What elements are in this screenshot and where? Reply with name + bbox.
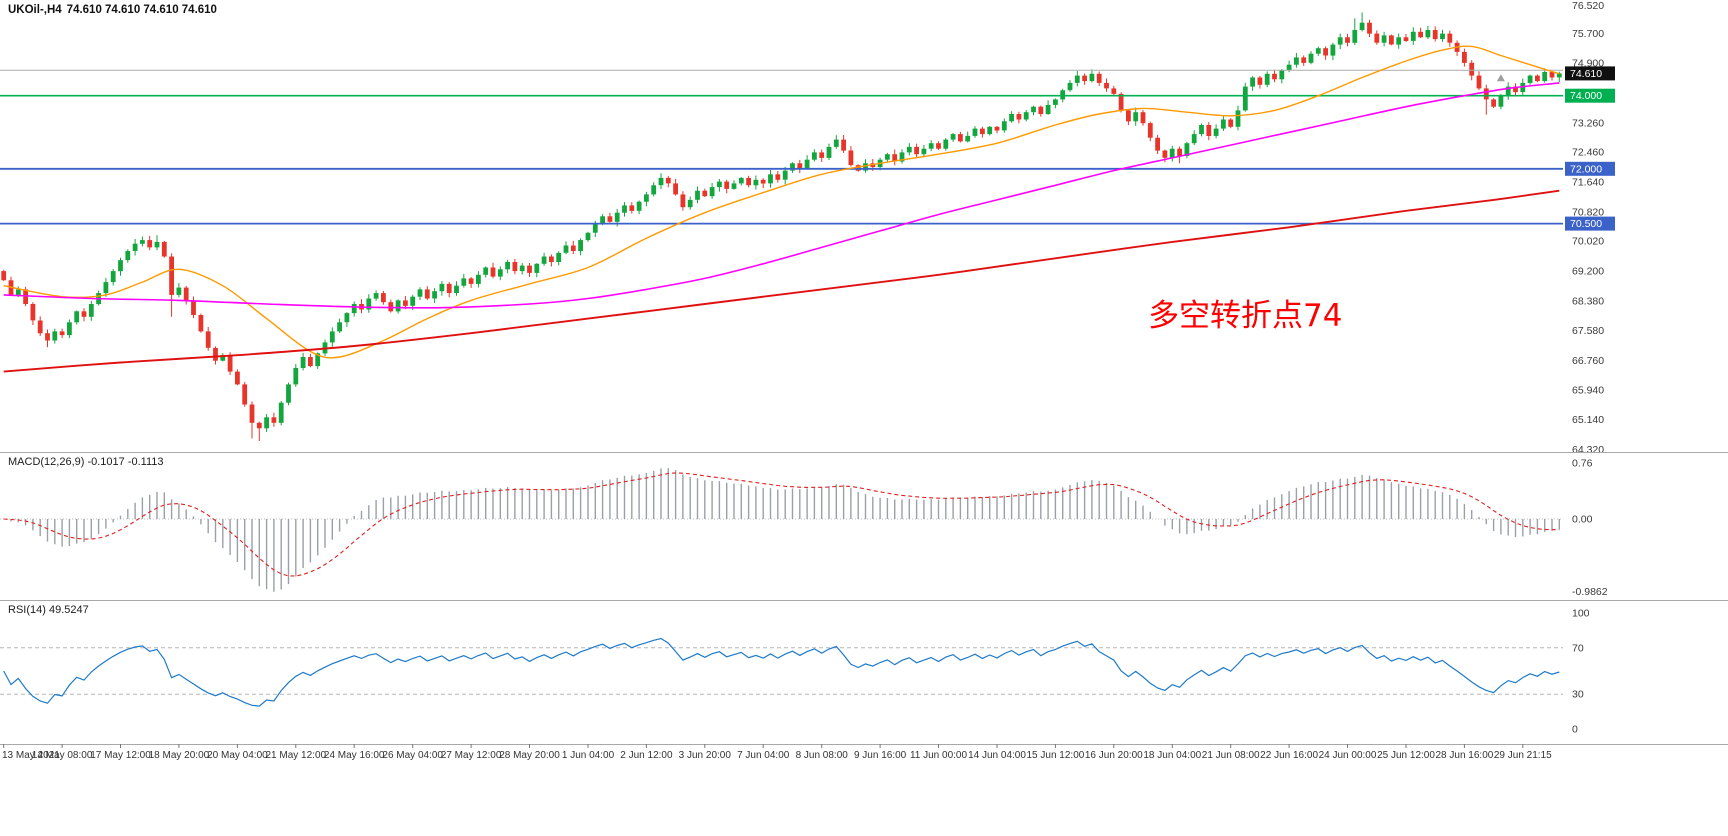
chart-annotation-text: 多空转折点74 bbox=[1148, 298, 1342, 334]
rsi-plot-area[interactable] bbox=[0, 600, 1563, 744]
symbol-period-label: UKOil-,H4 bbox=[8, 4, 62, 16]
ma-mid-line bbox=[3, 82, 1560, 309]
svg-text:70.500: 70.500 bbox=[1570, 218, 1602, 230]
time-axis-label: 22 Jun 16:00 bbox=[1260, 750, 1318, 761]
ohlc-readout: 74.610 74.610 74.610 74.610 bbox=[66, 4, 217, 16]
arrow-up-marker bbox=[1496, 74, 1505, 82]
macd-plot-area[interactable] bbox=[0, 452, 1563, 600]
price-chart-plot-area[interactable] bbox=[0, 0, 1563, 452]
time-axis-label: 16 Jun 20:00 bbox=[1085, 750, 1143, 761]
time-axis-label: 28 Jun 16:00 bbox=[1435, 750, 1493, 761]
price-axis-label: 68.380 bbox=[1572, 296, 1604, 308]
time-axis-label: 14 May 08:00 bbox=[32, 750, 93, 761]
macd-histogram bbox=[10, 468, 1561, 592]
time-axis-label: 18 May 20:00 bbox=[149, 750, 210, 761]
rsi-axis-label: 30 bbox=[1572, 689, 1584, 701]
price-axis-label: 66.760 bbox=[1572, 355, 1604, 367]
price-axis-label: 76.520 bbox=[1572, 0, 1604, 12]
price-axis-label: 65.940 bbox=[1572, 385, 1604, 397]
macd-signal-line bbox=[3, 472, 1560, 577]
time-axis-label: 9 Jun 16:00 bbox=[854, 750, 907, 761]
macd-axis-label: -0.9862 bbox=[1572, 586, 1608, 598]
horizontal-lines bbox=[0, 69, 1563, 225]
time-axis-label: 2 Jun 12:00 bbox=[620, 750, 673, 761]
chart-title: UKOil-,H4 74.610 74.610 74.610 74.610 bbox=[8, 4, 222, 16]
time-axis-label: 15 Jun 12:00 bbox=[1026, 750, 1084, 761]
time-axis-label: 17 May 12:00 bbox=[90, 750, 151, 761]
time-axis-label: 25 Jun 12:00 bbox=[1377, 750, 1435, 761]
time-axis-label: 21 Jun 08:00 bbox=[1202, 750, 1260, 761]
price-level-badge: 74.000 bbox=[1565, 88, 1615, 103]
time-axis-label: 21 May 12:00 bbox=[265, 750, 326, 761]
price-axis-label: 70.020 bbox=[1572, 236, 1604, 248]
price-level-badge: 72.000 bbox=[1565, 161, 1615, 176]
macd-indicator-label: MACD(12,26,9) -0.1017 -0.1113 bbox=[8, 456, 164, 468]
candlestick-series bbox=[1, 12, 1562, 441]
time-axis-label: 1 Jun 04:00 bbox=[562, 750, 615, 761]
time-axis-label: 18 Jun 04:00 bbox=[1143, 750, 1201, 761]
price-axis-label: 65.140 bbox=[1572, 414, 1604, 426]
price-level-badge: 70.500 bbox=[1565, 216, 1615, 231]
price-axis-label: 74.900 bbox=[1572, 57, 1604, 69]
ma-slow-line bbox=[3, 189, 1560, 373]
time-axis-label: 26 May 04:00 bbox=[382, 750, 443, 761]
time-axis-label: 14 Jun 04:00 bbox=[968, 750, 1026, 761]
rsi-axis-label: 0 bbox=[1572, 724, 1578, 736]
time-axis-label: 20 May 04:00 bbox=[207, 750, 268, 761]
rsi-axis-label: 70 bbox=[1572, 642, 1584, 654]
price-axis-label: 72.460 bbox=[1572, 147, 1604, 159]
macd-axis-label: 0.76 bbox=[1572, 458, 1593, 470]
time-axis-label: 28 May 20:00 bbox=[499, 750, 560, 761]
time-axis-label: 7 Jun 04:00 bbox=[737, 750, 790, 761]
rsi-indicator-label: RSI(14) 49.5247 bbox=[8, 604, 89, 616]
rsi-line bbox=[3, 637, 1560, 707]
price-axis-label: 75.700 bbox=[1572, 28, 1604, 40]
time-scale-drag-area[interactable] bbox=[0, 744, 1728, 766]
price-axis-label: 71.640 bbox=[1572, 177, 1604, 189]
time-axis-label: 27 May 12:00 bbox=[441, 750, 502, 761]
svg-text:72.000: 72.000 bbox=[1570, 163, 1602, 175]
rsi-axis-label: 100 bbox=[1572, 608, 1590, 620]
price-axis[interactable]: 76.520 75.700 74.900 73.260 72.460 71.640 70.8… bbox=[1565, 0, 1615, 456]
time-axis-label: 24 Jun 00:00 bbox=[1319, 750, 1377, 761]
time-axis[interactable]: 13 May 202114 May 08:0017 May 12:0018 Ma… bbox=[2, 744, 1552, 761]
price-axis-label: 70.820 bbox=[1572, 206, 1604, 218]
price-level-badge: 74.610 bbox=[1565, 66, 1615, 81]
time-axis-label: 11 Jun 00:00 bbox=[910, 750, 968, 761]
price-axis-label: 69.200 bbox=[1572, 266, 1604, 278]
svg-text:74.610: 74.610 bbox=[1570, 68, 1602, 80]
time-axis-label: 8 Jun 08:00 bbox=[796, 750, 849, 761]
time-axis-label: 3 Jun 20:00 bbox=[679, 750, 732, 761]
time-axis-label: 13 May 2021 bbox=[2, 750, 60, 761]
price-scale-drag-area[interactable] bbox=[1565, 0, 1728, 744]
ma-fast-line bbox=[3, 45, 1560, 359]
time-axis-label: 24 May 16:00 bbox=[324, 750, 385, 761]
macd-axis-label: 0.00 bbox=[1572, 514, 1593, 526]
price-axis-label: 67.580 bbox=[1572, 325, 1604, 337]
time-axis-label: 29 Jun 21:15 bbox=[1494, 750, 1552, 761]
svg-text:74.000: 74.000 bbox=[1570, 90, 1602, 102]
price-axis-label: 73.260 bbox=[1572, 117, 1604, 129]
